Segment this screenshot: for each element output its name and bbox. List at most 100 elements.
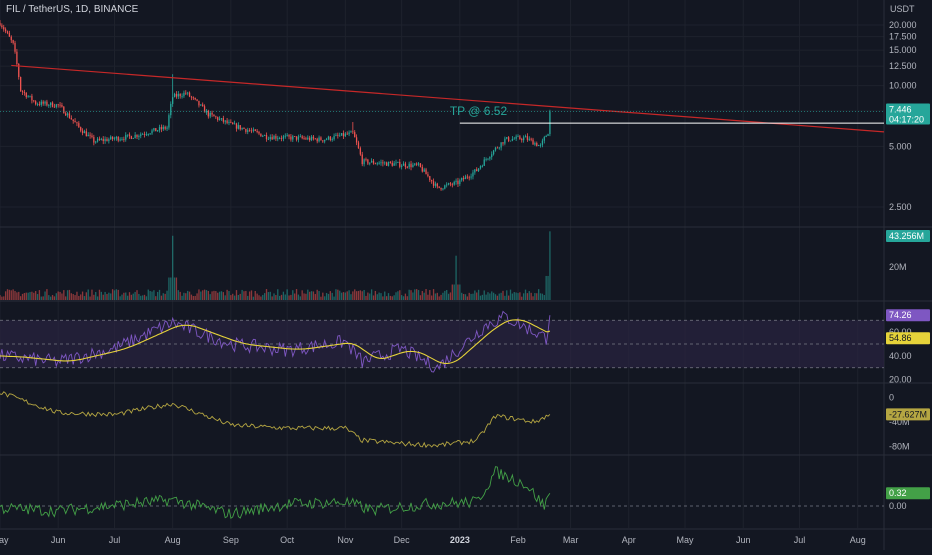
volume-bar	[352, 291, 354, 300]
volume-bar	[74, 295, 76, 300]
volume-bar	[260, 296, 262, 300]
volume-bar	[440, 294, 442, 300]
volume-bar	[431, 295, 433, 300]
candle-body	[312, 136, 315, 139]
volume-bar	[295, 289, 298, 300]
volume-bar	[226, 289, 228, 300]
volume-bar	[346, 291, 348, 300]
volume-bar	[399, 290, 401, 300]
volume-bar	[521, 296, 523, 300]
volume-bar	[294, 293, 296, 300]
volume-bar	[185, 293, 187, 300]
volume-bar	[106, 293, 108, 300]
volume-bar	[275, 295, 277, 300]
candle-body	[217, 117, 219, 120]
candle-body	[66, 113, 69, 116]
candle-body	[51, 102, 54, 107]
candle-body	[63, 106, 65, 114]
candle-body	[476, 169, 478, 172]
volume-bar	[273, 293, 275, 300]
volume-bar	[483, 290, 485, 300]
candle-body	[410, 163, 412, 168]
candle-body	[357, 142, 360, 149]
volume-bar	[369, 293, 371, 300]
volume-bar	[51, 295, 54, 300]
osc-tick-label: 0.00	[889, 501, 907, 511]
volume-bar	[19, 296, 22, 300]
candle-body	[539, 144, 542, 146]
candle-body	[72, 119, 74, 121]
volume-bar	[404, 293, 407, 300]
volume-bar	[224, 295, 226, 300]
volume-bar	[380, 293, 382, 300]
candle-body	[248, 130, 251, 132]
volume-bar	[119, 296, 121, 300]
candle-body	[444, 185, 446, 189]
volume-bar	[91, 289, 93, 300]
volume-bar	[292, 290, 294, 300]
candle-body	[502, 142, 504, 144]
volume-bar	[496, 295, 499, 300]
candle-body	[489, 157, 491, 159]
candle-body	[117, 136, 119, 141]
volume-bar	[27, 292, 29, 300]
candle-body	[260, 133, 262, 137]
candle-body	[119, 139, 121, 141]
volume-bar	[187, 290, 189, 300]
candle-body	[4, 29, 7, 32]
volume-bar	[507, 295, 510, 300]
candle-body	[173, 93, 176, 98]
candle-body	[459, 180, 461, 185]
candle-body	[115, 136, 118, 139]
candle-body	[228, 121, 230, 123]
volume-bar	[297, 294, 300, 300]
candle-body	[498, 147, 500, 149]
candle-body	[80, 127, 82, 131]
candle-body	[340, 133, 343, 136]
candle-body	[295, 136, 298, 140]
candle-body	[262, 135, 264, 137]
volume-bar	[547, 275, 549, 300]
volume-bar	[271, 296, 273, 300]
volume-bar	[132, 293, 134, 300]
candles-group	[0, 20, 551, 191]
volume-bar	[355, 291, 358, 300]
candle-body	[331, 139, 333, 141]
candle-body	[126, 134, 129, 136]
candle-body	[235, 123, 238, 129]
volume-bar	[412, 292, 414, 300]
candle-body	[406, 166, 408, 168]
tp-annotation: TP @ 6.52	[450, 104, 508, 118]
volume-bar	[444, 290, 446, 300]
volume-bar	[98, 289, 101, 300]
price-badge: 7.446	[889, 104, 912, 114]
candle-body	[325, 139, 328, 141]
volume-bar	[387, 293, 390, 300]
volume-bar	[209, 294, 211, 300]
rsi-tick-label: 20.00	[889, 375, 912, 385]
time-tick-label: 2023	[450, 535, 470, 545]
candle-body	[496, 147, 499, 149]
candle-body	[402, 163, 405, 166]
candle-body	[485, 159, 487, 160]
candle-body	[220, 118, 223, 119]
candle-body	[96, 138, 99, 142]
candle-body	[263, 135, 266, 136]
candle-body	[0, 22, 1, 26]
candle-body	[344, 133, 346, 137]
candle-body	[284, 135, 286, 137]
candle-body	[316, 138, 318, 142]
volume-bar	[472, 293, 474, 300]
candle-body	[491, 154, 493, 158]
volume-bar	[196, 293, 198, 300]
volume-bar	[309, 291, 311, 300]
candle-body	[149, 133, 151, 135]
volume-bar	[256, 293, 258, 300]
volume-bar	[327, 293, 330, 300]
candle-body	[382, 162, 384, 164]
volume-bar	[286, 289, 288, 300]
volume-bar	[192, 296, 194, 300]
volume-bar	[350, 294, 352, 300]
